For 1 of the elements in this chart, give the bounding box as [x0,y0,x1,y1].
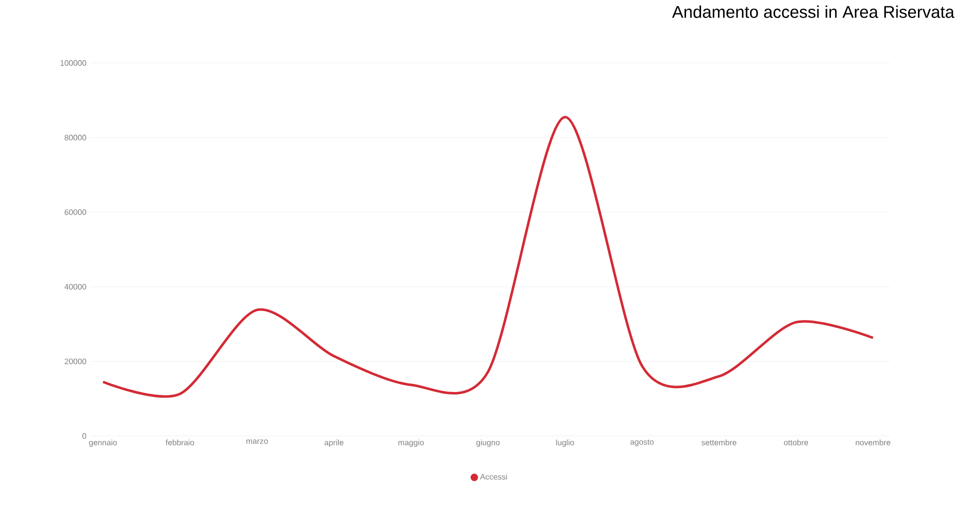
chart-title: Andamento accessi in Area Riservata [672,6,954,18]
